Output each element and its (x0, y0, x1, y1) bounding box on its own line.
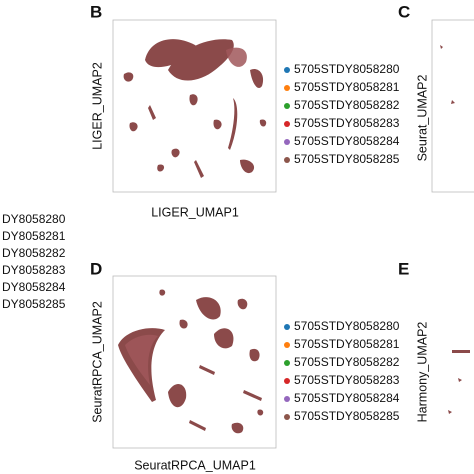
umap-cloud (448, 350, 470, 414)
y-axis-label: LIGER_UMAP2 (90, 62, 104, 150)
legend-label: 5705STDY8058283 (294, 373, 400, 387)
legend: 5705STDY8058280 5705STDY8058281 5705STDY80… (284, 62, 400, 166)
legend-label: 5705STDY8058285 (294, 152, 400, 166)
y-axis-label: Seurat_UMAP2 (415, 75, 429, 162)
legend-marker (284, 396, 290, 402)
legend-label: DY8058280 (2, 212, 66, 226)
legend-marker (284, 378, 290, 384)
legend-label: 5705STDY8058284 (294, 391, 400, 405)
x-axis-label: LIGER_UMAP1 (151, 205, 239, 219)
legend: DY8058280 DY8058281 DY8058282 DY8058283 DY80… (2, 212, 66, 311)
legend-label: 5705STDY8058282 (294, 355, 400, 369)
legend-marker (284, 414, 290, 420)
legend-marker (284, 324, 290, 330)
legend-label: 5705STDY8058280 (294, 319, 400, 333)
legend-label: DY8058284 (2, 280, 66, 294)
y-axis-label: SeuratRPCA_UMAP2 (90, 301, 104, 423)
panel-letter: D (90, 259, 102, 278)
panel-letter: E (398, 259, 409, 278)
legend-marker (284, 67, 290, 73)
umap-cloud (123, 39, 267, 178)
legend-label: 5705STDY8058283 (294, 116, 400, 130)
legend-label: 5705STDY8058281 (294, 80, 400, 94)
plot-frame (112, 275, 277, 449)
plot-frame (112, 19, 277, 193)
legend-marker (284, 139, 290, 145)
legend-label: DY8058281 (2, 229, 66, 243)
legend-label: 5705STDY8058282 (294, 98, 400, 112)
legend-marker (284, 121, 290, 127)
y-axis-label: Harmony_UMAP2 (415, 322, 429, 423)
legend-marker (284, 157, 290, 163)
panel-letter: C (398, 2, 410, 21)
legend-label: DY8058285 (2, 297, 66, 311)
plot-frame (431, 19, 474, 193)
panel-letter: B (90, 2, 102, 21)
umap-cloud (440, 45, 455, 104)
legend-label: 5705STDY8058285 (294, 409, 400, 423)
legend-marker (284, 85, 290, 91)
legend-label: 5705STDY8058284 (294, 134, 400, 148)
legend: 5705STDY8058280 5705STDY8058281 5705STDY80… (284, 319, 400, 423)
legend-marker (284, 103, 290, 109)
legend-label: 5705STDY8058281 (294, 337, 400, 351)
legend-marker (284, 342, 290, 348)
x-axis-label: SeuratRPCA_UMAP1 (134, 458, 256, 472)
legend-label: 5705STDY8058280 (294, 62, 400, 76)
legend-label: DY8058283 (2, 263, 66, 277)
legend-label: DY8058282 (2, 246, 66, 260)
umap-cloud (118, 289, 264, 434)
legend-marker (284, 360, 290, 366)
